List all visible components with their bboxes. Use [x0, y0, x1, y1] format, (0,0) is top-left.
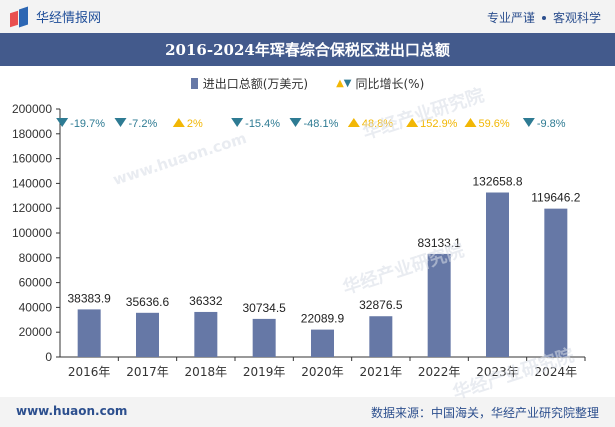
bar-value-label: 83133.1: [417, 236, 461, 250]
growth-up-triangle-icon: [406, 118, 419, 127]
bar: [194, 311, 218, 357]
y-tick-label: 100000: [12, 226, 52, 240]
legend-label-growth: 同比增长(%): [355, 77, 425, 91]
bar-value-label: 36332: [189, 294, 223, 308]
growth-label: -7.2%: [129, 118, 158, 130]
bar-value-label: 22089.9: [301, 312, 345, 326]
x-tick-label: 2016年: [68, 365, 111, 379]
bar-value-label: 35636.6: [126, 295, 170, 309]
legend-item-value: 进出口总额(万美元): [190, 75, 309, 92]
bar: [427, 253, 451, 357]
logo: 华经情报网: [10, 6, 102, 27]
bar-value-label: 38383.9: [67, 291, 111, 305]
x-tick-label: 2019年: [243, 365, 286, 379]
y-tick-label: 200000: [12, 102, 52, 116]
legend-item-growth: ▲ ▼ 同比增长(%): [336, 75, 424, 92]
x-tick-label: 2023年: [476, 365, 519, 379]
y-tick-label: 180000: [12, 127, 52, 141]
x-tick-label: 2020年: [301, 365, 344, 379]
bar: [311, 329, 334, 357]
growth-down-triangle-icon: [522, 118, 535, 127]
legend-up-triangle-icon: ▲: [336, 78, 344, 89]
growth-up-triangle-icon: [464, 118, 477, 127]
bar: [252, 318, 276, 357]
x-tick-label: 2018年: [185, 365, 228, 379]
growth-label: -9.8%: [537, 118, 566, 130]
growth-label: 59.6%: [479, 118, 510, 130]
bar: [136, 312, 159, 357]
bar: [369, 316, 393, 357]
bar-value-label: 119646.2: [531, 191, 580, 205]
tagline-right: 客观科学: [552, 11, 601, 25]
footer-website: www.huaon.com: [16, 404, 128, 418]
footer-source: 数据来源：中国海关，华经产业研究院整理: [370, 406, 599, 420]
bar-chart: 0 20000 40000 60000 80000 100000 120000 140000 1…: [12, 102, 586, 379]
x-tick-label: 2021年: [360, 365, 403, 379]
growth-down-triangle-icon: [231, 118, 244, 127]
x-tick-label: 2022年: [418, 365, 461, 379]
bar: [544, 208, 568, 357]
tagline-left: 专业严谨: [486, 11, 535, 25]
growth-down-triangle-icon: [289, 118, 302, 127]
growth-label: -48.1%: [304, 118, 339, 130]
x-tick-label: 2017年: [126, 365, 169, 379]
growth-label: 2%: [187, 118, 203, 130]
growth-down-triangle-icon: [114, 118, 127, 127]
dot-separator-icon: [541, 15, 546, 20]
top-bar: 华经情报网 专业严谨 客观科学: [0, 0, 615, 33]
logo-text: 华经情报网: [36, 11, 102, 26]
chart-title: 2016-2024年珲春综合保税区进出口总额: [165, 41, 450, 59]
bar: [77, 309, 101, 357]
y-tick-label: 80000: [19, 251, 53, 265]
growth-up-triangle-icon: [347, 118, 360, 127]
growth-label: 152.9%: [420, 118, 458, 130]
bar-value-label: 30734.5: [242, 301, 286, 315]
growth-down-triangle-icon: [56, 118, 69, 127]
y-tick-label: 120000: [12, 201, 52, 215]
bar-value-label: 32876.5: [359, 298, 403, 312]
x-tick-label: 2024年: [535, 365, 578, 379]
y-tick-label: 140000: [12, 176, 52, 190]
growth-label: -19.7%: [70, 118, 105, 130]
y-tick-label: 20000: [19, 325, 53, 339]
y-tick-label: 40000: [19, 300, 53, 314]
growth-label: 48.8%: [362, 118, 393, 130]
footer: www.huaon.com 数据来源：中国海关，华经产业研究院整理: [0, 397, 615, 427]
bar: [486, 192, 509, 357]
logo-icon: [10, 6, 30, 27]
legend-down-triangle-icon: ▼: [343, 78, 352, 89]
title-bar: 2016-2024年珲春综合保税区进出口总额: [0, 33, 615, 66]
bar-value-label: 132658.8: [472, 175, 522, 189]
y-tick-label: 160000: [12, 152, 52, 166]
legend-bar-swatch-icon: [190, 78, 198, 89]
legend: 进出口总额(万美元) ▲ ▼ 同比增长(%): [0, 75, 615, 92]
y-tick-label: 0: [45, 350, 52, 364]
y-tick-label: 60000: [19, 276, 53, 290]
growth-up-triangle-icon: [172, 118, 185, 127]
legend-label-value: 进出口总额(万美元): [202, 77, 309, 91]
tagline: 专业严谨 客观科学: [487, 9, 601, 26]
growth-label: -15.4%: [245, 118, 280, 130]
